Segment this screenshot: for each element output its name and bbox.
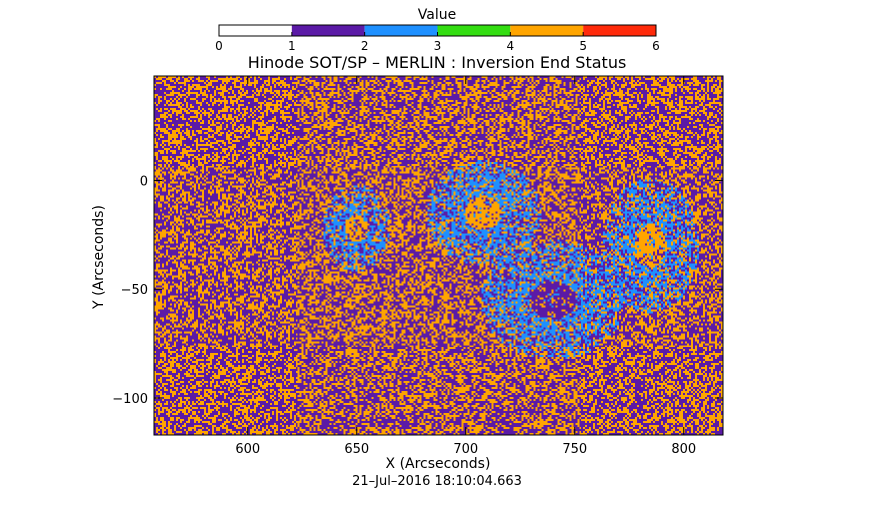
- x-tick-label: 750: [562, 442, 587, 457]
- colorbar-segment-4: [510, 25, 584, 36]
- y-tick-label: −100: [112, 392, 148, 407]
- x-tick-label: 800: [671, 442, 696, 457]
- x-axis-label: X (Arcseconds): [386, 456, 491, 472]
- colorbar-ticks: 0 1 2 3 4 5 6: [215, 32, 660, 53]
- colorbar-tick-label: 2: [361, 39, 369, 53]
- colorbar-segment-1: [291, 25, 365, 36]
- heatmap-image: [154, 76, 723, 435]
- x-tick-label: 650: [344, 442, 369, 457]
- colorbar-tick-label: 3: [434, 39, 442, 53]
- colorbar-tick-label: 6: [652, 39, 660, 53]
- plot-frame: [153, 75, 724, 436]
- colorbar-segment-3: [437, 25, 511, 36]
- y-axis-label: Y (Arcseconds): [91, 205, 107, 310]
- heatmap: [153, 75, 724, 436]
- colorbar-segment-2: [364, 25, 438, 36]
- colorbar-label: Value: [418, 7, 456, 23]
- colorbar-tick-label: 1: [288, 39, 296, 53]
- y-tick-label: −50: [121, 283, 148, 298]
- x-tick-label: 700: [453, 442, 478, 457]
- colorbar-segment-0: [219, 25, 292, 36]
- chart-title: Hinode SOT/SP – MERLIN : Inversion End S…: [248, 53, 627, 72]
- x-axis: 600 650 700 750 800: [235, 76, 696, 457]
- colorbar-tick-label: 4: [507, 39, 515, 53]
- x-tick-label: 600: [235, 442, 260, 457]
- y-tick-label: 0: [140, 174, 148, 189]
- colorbar-tick-label: 0: [215, 39, 223, 53]
- colorbar-tick-label: 5: [579, 39, 587, 53]
- colorbar-segment-5: [583, 25, 656, 36]
- timestamp: 21–Jul–2016 18:10:04.663: [352, 474, 522, 489]
- y-axis: 0 −50 −100: [112, 174, 723, 407]
